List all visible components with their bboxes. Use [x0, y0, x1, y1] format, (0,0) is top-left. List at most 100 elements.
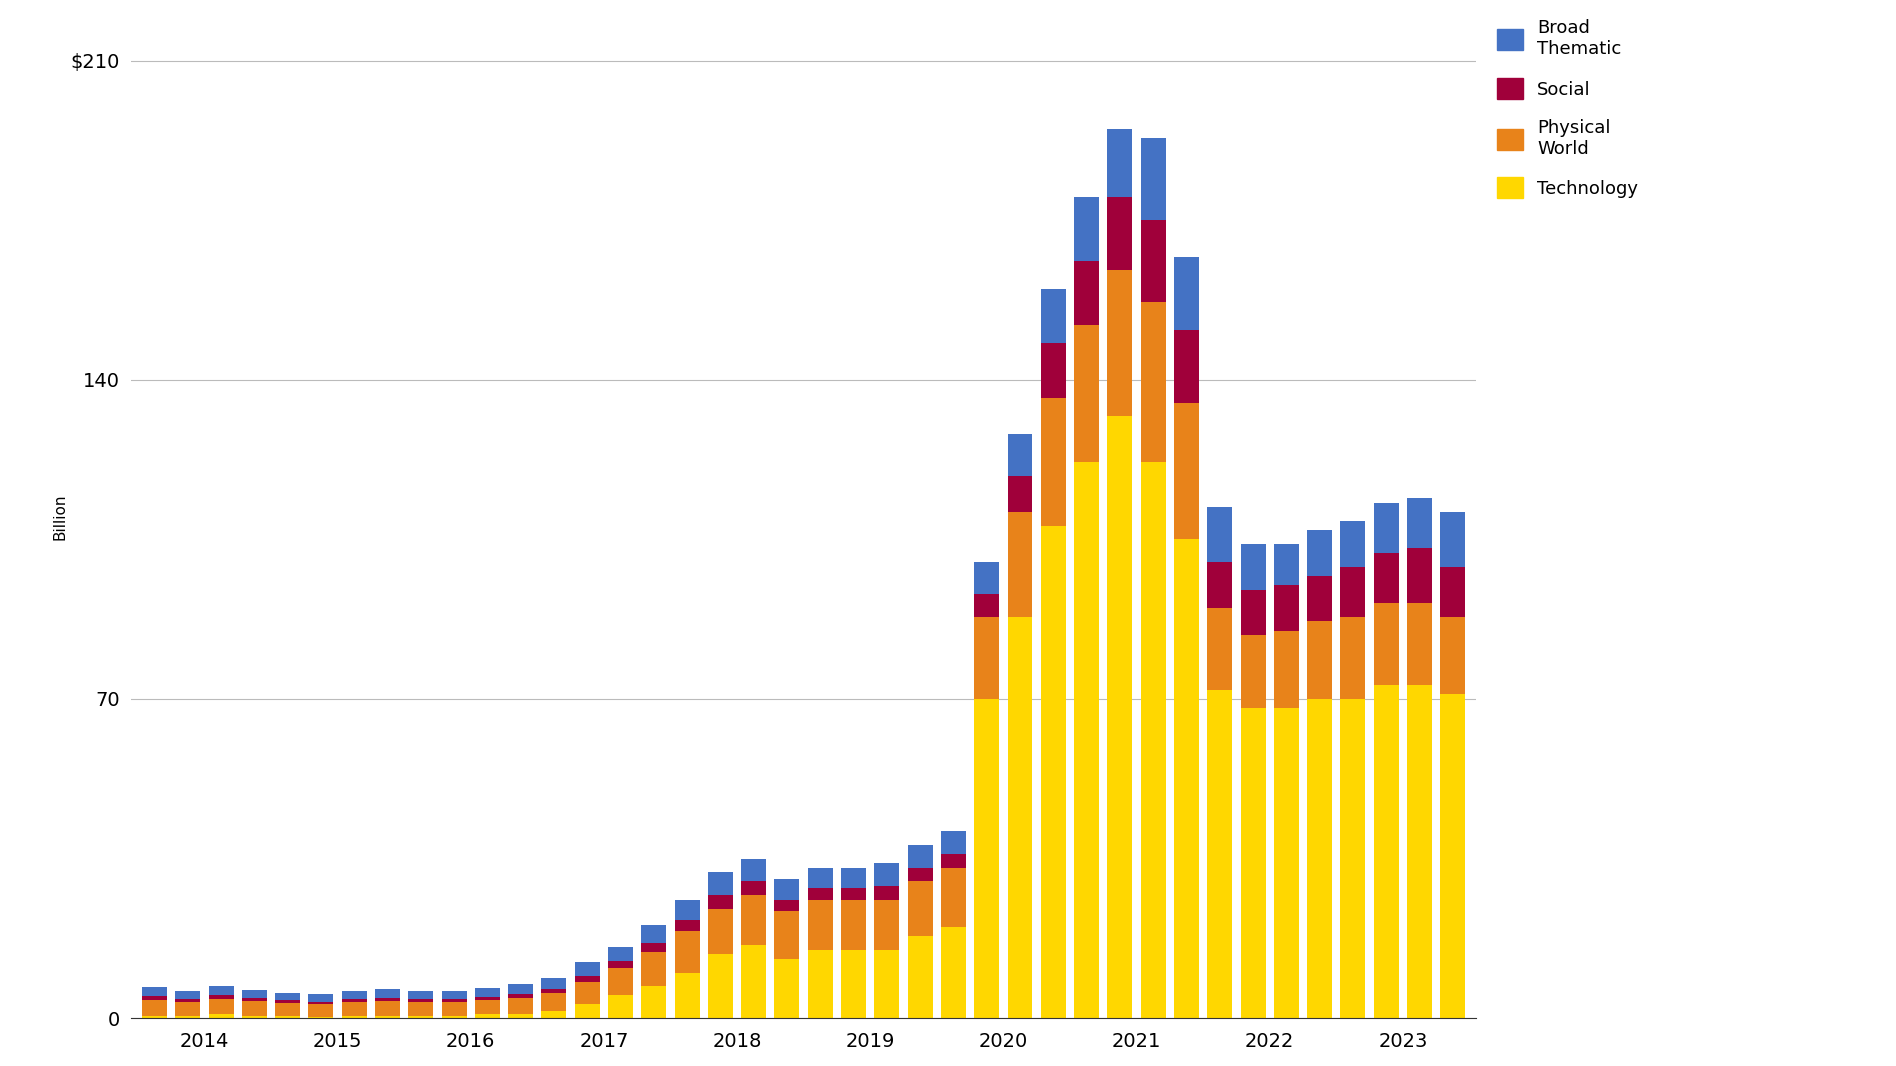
Legend: Broad
Thematic, Social, Physical
World, Technology: Broad Thematic, Social, Physical World, …	[1492, 14, 1644, 204]
Bar	[174, 990, 201, 999]
Bar	[542, 989, 567, 994]
Bar	[609, 968, 633, 996]
Bar	[209, 995, 233, 999]
Bar	[1041, 526, 1066, 1018]
Bar	[1107, 416, 1132, 1018]
Bar	[908, 936, 933, 1018]
Bar	[309, 1004, 334, 1017]
Bar	[243, 998, 267, 1001]
Bar	[375, 1016, 400, 1018]
Bar	[408, 1000, 434, 1002]
Bar	[774, 879, 800, 900]
Bar	[675, 972, 700, 1018]
Bar	[874, 863, 899, 886]
Bar	[908, 845, 933, 868]
Bar	[975, 699, 999, 1018]
Bar	[1174, 539, 1198, 1018]
Bar	[574, 982, 599, 1004]
Bar	[408, 1016, 434, 1018]
Bar	[842, 888, 866, 900]
Bar	[808, 900, 832, 950]
Bar	[142, 997, 167, 1000]
Bar	[707, 954, 734, 1018]
Bar	[174, 1016, 201, 1018]
Bar	[874, 900, 899, 950]
Bar	[1441, 512, 1466, 567]
Bar	[1340, 699, 1365, 1018]
Bar	[940, 831, 965, 854]
Bar	[375, 998, 400, 1001]
Bar	[842, 900, 866, 950]
Bar	[574, 963, 599, 976]
Bar	[1174, 257, 1198, 329]
Bar	[1441, 617, 1466, 694]
Bar	[1375, 553, 1399, 603]
Bar	[641, 986, 665, 1018]
Bar	[142, 987, 167, 997]
Bar	[808, 950, 832, 1018]
Bar	[474, 997, 501, 1000]
Bar	[874, 886, 899, 900]
Bar	[1208, 608, 1232, 690]
Bar	[1141, 303, 1166, 462]
Bar	[1375, 603, 1399, 685]
Bar	[1407, 549, 1431, 603]
Bar	[542, 1012, 567, 1018]
Bar	[508, 1014, 533, 1018]
Bar	[1107, 271, 1132, 416]
Bar	[275, 1016, 300, 1018]
Bar	[707, 872, 734, 895]
Bar	[1340, 567, 1365, 617]
Bar	[1274, 544, 1299, 585]
Bar	[1407, 685, 1431, 1018]
Bar	[641, 952, 665, 986]
Bar	[209, 1015, 233, 1018]
Bar	[707, 908, 734, 954]
Bar	[774, 958, 800, 1018]
Bar	[309, 1002, 334, 1004]
Bar	[609, 947, 633, 962]
Bar	[675, 900, 700, 920]
Bar	[1041, 343, 1066, 398]
Bar	[1375, 503, 1399, 553]
Bar	[1274, 585, 1299, 631]
Bar	[1441, 567, 1466, 617]
Bar	[741, 895, 766, 946]
Bar	[1375, 685, 1399, 1018]
Bar	[542, 978, 567, 989]
Bar	[309, 1017, 334, 1018]
Bar	[975, 562, 999, 594]
Bar	[1141, 462, 1166, 1018]
Bar	[808, 868, 832, 888]
Bar	[675, 932, 700, 972]
Bar	[1340, 617, 1365, 699]
Bar	[209, 986, 233, 995]
Bar	[574, 1004, 599, 1018]
Bar	[1208, 507, 1232, 562]
Bar	[1041, 289, 1066, 343]
Bar	[474, 987, 501, 997]
Bar	[1340, 521, 1365, 567]
Bar	[1007, 435, 1033, 475]
Bar	[341, 999, 366, 1002]
Bar	[508, 994, 533, 998]
Bar	[142, 1016, 167, 1018]
Bar	[908, 868, 933, 882]
Bar	[975, 617, 999, 699]
Bar	[1107, 197, 1132, 271]
Bar	[1240, 544, 1265, 589]
Bar	[1007, 617, 1033, 1018]
Bar	[442, 1002, 466, 1016]
Bar	[940, 927, 965, 1018]
Bar	[1075, 325, 1100, 462]
Bar	[741, 858, 766, 882]
Bar	[1041, 398, 1066, 526]
Bar	[375, 1001, 400, 1016]
Bar	[1407, 498, 1431, 549]
Bar	[442, 991, 466, 1000]
Bar	[1306, 576, 1333, 621]
Bar	[1441, 694, 1466, 1018]
Bar	[940, 868, 965, 927]
Bar	[1274, 708, 1299, 1018]
Bar	[1007, 512, 1033, 617]
